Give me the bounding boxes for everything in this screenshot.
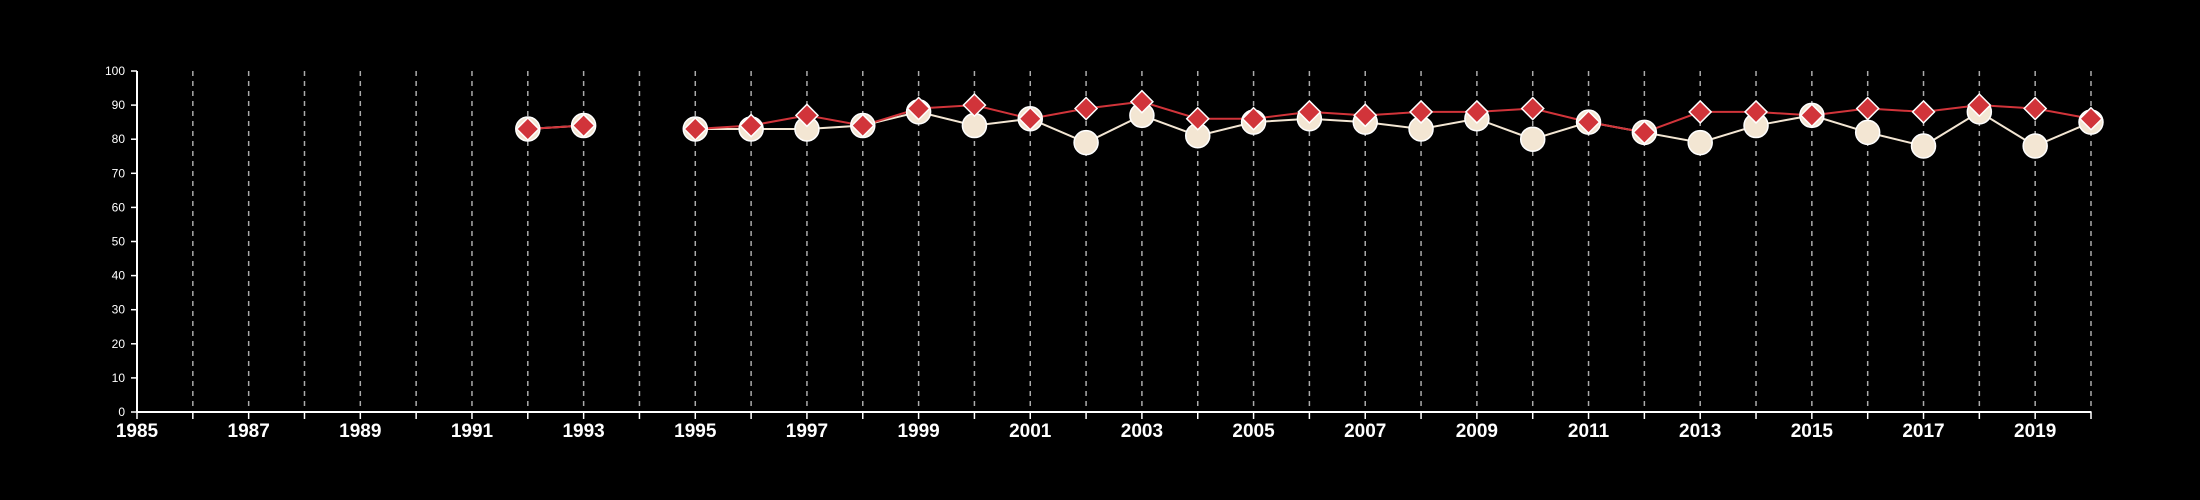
series-2-point-2015 — [1799, 103, 1824, 128]
x-tick-label-1991: 1991 — [451, 421, 494, 442]
series-2-point-2005 — [1241, 106, 1266, 131]
x-tick-label-2019: 2019 — [2014, 421, 2056, 442]
series-2-point-2018 — [1967, 93, 1992, 118]
series-2-point-2013 — [1688, 99, 1713, 124]
x-tick-label-2001: 2001 — [1009, 421, 1052, 442]
series-2-point-2007 — [1353, 103, 1378, 128]
x-tick-label-1989: 1989 — [339, 421, 381, 442]
series-2-point-2009 — [1464, 99, 1489, 124]
series-1-point-2002 — [1073, 129, 1099, 156]
series-markers — [515, 89, 2104, 159]
y-tick-label-20: 20 — [112, 337, 126, 351]
x-tick-label-2017: 2017 — [1902, 421, 1944, 442]
x-tick-label-1997: 1997 — [786, 421, 828, 442]
series-2-point-2012 — [1632, 120, 1657, 145]
x-tick-label-2009: 2009 — [1456, 421, 1498, 442]
series-2-point-2011 — [1576, 110, 1601, 135]
series-1-point-2010 — [1519, 126, 1546, 152]
series-2-point-1993 — [571, 113, 596, 138]
y-tick-label-70: 70 — [112, 166, 126, 180]
series-2-point-2008 — [1408, 99, 1434, 124]
series-2-point-2001 — [1018, 106, 1043, 131]
y-tick-label-0: 0 — [118, 405, 125, 419]
series-2-point-2002 — [1074, 96, 1099, 121]
series-2-point-2010 — [1520, 96, 1545, 121]
x-tick-label-2013: 2013 — [1679, 421, 1721, 442]
series-2-point-2004 — [1185, 106, 1210, 131]
series-2-point-2003 — [1129, 89, 1154, 114]
series-2-point-1999 — [906, 96, 931, 121]
series-2-point-2019 — [2023, 96, 2048, 121]
series-2-point-1998 — [850, 113, 875, 138]
x-tick-label-2003: 2003 — [1121, 421, 1163, 442]
x-tick-label-1995: 1995 — [674, 421, 717, 442]
series-2-point-2020 — [2078, 106, 2104, 131]
series-2-point-2014 — [1743, 99, 1769, 124]
series-1-point-2013 — [1687, 129, 1713, 156]
series-2-point-1995 — [683, 116, 708, 142]
y-tick-label-10: 10 — [112, 371, 126, 385]
x-tick-label-2015: 2015 — [1791, 421, 1834, 442]
series-2-point-2017 — [1911, 99, 1936, 124]
x-tick-label-1987: 1987 — [228, 421, 270, 442]
series-2-point-1992 — [515, 116, 540, 142]
x-tick-label-2007: 2007 — [1344, 421, 1386, 442]
grid-lines — [192, 71, 2092, 412]
x-tick-label-2005: 2005 — [1232, 421, 1275, 442]
series-2-point-2016 — [1855, 96, 1880, 121]
series-2-point-1997 — [794, 103, 820, 128]
series-1-point-2019 — [2022, 133, 2048, 159]
y-tick-label-90: 90 — [112, 98, 126, 112]
y-tick-label-80: 80 — [112, 132, 126, 146]
x-tick-label-2011: 2011 — [1568, 421, 1610, 442]
series-1-point-2017 — [1910, 133, 1937, 159]
y-tick-label-30: 30 — [112, 303, 126, 317]
x-tick-label-1999: 1999 — [897, 421, 939, 442]
y-tick-label-50: 50 — [112, 235, 126, 249]
y-tick-label-60: 60 — [112, 200, 126, 214]
x-tick-label-1993: 1993 — [562, 421, 604, 442]
series-2-point-1996 — [739, 113, 764, 138]
axes: 0 10 20 30 40 50 60 70 80 90 100 1985 1987 1989 1991 19… — [105, 64, 2092, 442]
x-tick-label-1985: 1985 — [116, 421, 159, 442]
y-tick-label-100: 100 — [105, 64, 125, 78]
series-1-point-2016 — [1854, 119, 1881, 146]
y-tick-label-40: 40 — [112, 269, 126, 283]
series-2-point-2000 — [962, 93, 987, 118]
series-2-point-2006 — [1297, 99, 1322, 124]
